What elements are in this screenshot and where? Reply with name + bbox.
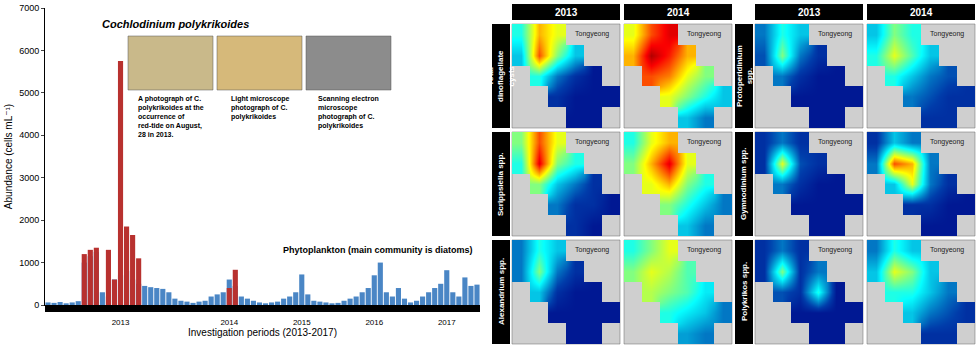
svg-text:0: 0 — [34, 300, 39, 310]
svg-text:2016: 2016 — [365, 318, 383, 327]
svg-text:2017: 2017 — [438, 318, 456, 327]
svg-text:Tongyeong: Tongyeong — [575, 246, 609, 254]
svg-text:1000: 1000 — [19, 258, 39, 268]
svg-text:Tongyeong: Tongyeong — [818, 138, 852, 146]
svg-text:7000: 7000 — [19, 3, 39, 13]
svg-text:5000: 5000 — [19, 88, 39, 98]
svg-text:2013: 2013 — [555, 7, 578, 18]
svg-text:2015: 2015 — [293, 318, 311, 327]
svg-text:Totaldinoflagellatecysts: Totaldinoflagellatecysts — [486, 50, 516, 102]
svg-text:2014: 2014 — [667, 7, 690, 18]
svg-text:Tongyeong: Tongyeong — [687, 30, 721, 38]
svg-text:Scrippsiella spp.: Scrippsiella spp. — [496, 152, 505, 216]
svg-text:Polykrikos spp.: Polykrikos spp. — [740, 262, 749, 321]
svg-text:2014: 2014 — [910, 7, 933, 18]
svg-text:Light microscopephotograph of: Light microscopephotograph of C.polykrik… — [231, 95, 289, 121]
svg-text:Tongyeong: Tongyeong — [687, 138, 721, 146]
svg-text:Tongyeong: Tongyeong — [687, 246, 721, 254]
svg-text:Tongyeong: Tongyeong — [930, 138, 964, 146]
svg-text:Gymnodinium spp.: Gymnodinium spp. — [739, 148, 748, 220]
svg-text:2013: 2013 — [112, 318, 130, 327]
svg-text:Tongyeong: Tongyeong — [818, 246, 852, 254]
svg-text:2000: 2000 — [19, 215, 39, 225]
svg-text:Alexandrium spp.: Alexandrium spp. — [497, 258, 506, 325]
svg-text:2013: 2013 — [798, 7, 821, 18]
svg-text:2014: 2014 — [220, 318, 238, 327]
svg-text:Cochlodinium polykrikoides: Cochlodinium polykrikoides — [102, 18, 249, 30]
svg-text:4000: 4000 — [19, 130, 39, 140]
svg-text:6000: 6000 — [19, 46, 39, 56]
svg-text:Tongyeong: Tongyeong — [575, 30, 609, 38]
svg-text:Tongyeong: Tongyeong — [930, 246, 964, 254]
svg-text:Tongyeong: Tongyeong — [930, 30, 964, 38]
svg-text:3000: 3000 — [19, 173, 39, 183]
svg-text:Investigation periods (2013-20: Investigation periods (2013-2017) — [188, 327, 337, 338]
svg-text:Tongyeong: Tongyeong — [818, 30, 852, 38]
svg-text:Abundance (cells mL⁻¹): Abundance (cells mL⁻¹) — [3, 104, 14, 209]
svg-text:A photograph of C.polykrikoide: A photograph of C.polykrikoides at theoc… — [138, 95, 204, 138]
svg-text:Tongyeong: Tongyeong — [575, 138, 609, 146]
svg-text:Phytoplankton (main community: Phytoplankton (main community is diatoms… — [283, 245, 473, 255]
svg-text:Protoperidiniumspp.: Protoperidiniumspp. — [735, 45, 754, 107]
svg-text:Scanning electronmicroscopepho: Scanning electronmicroscopephotograph of… — [318, 95, 379, 130]
